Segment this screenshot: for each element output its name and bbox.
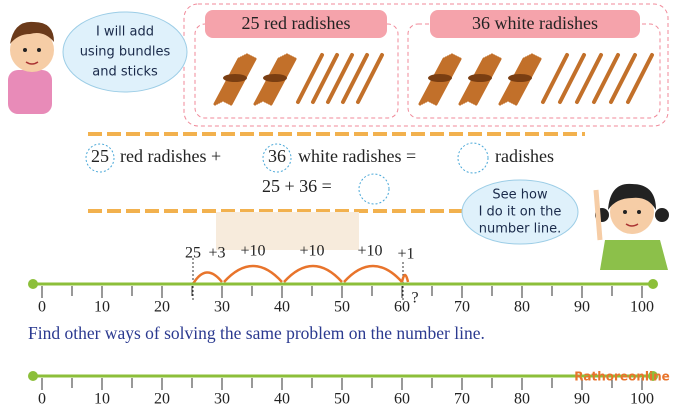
stick bbox=[356, 53, 384, 104]
band bbox=[468, 74, 492, 82]
box-label: 36 white radishes bbox=[472, 13, 598, 33]
stick bbox=[296, 53, 324, 104]
bubble-text: I do it on the bbox=[479, 205, 562, 220]
line-end bbox=[648, 371, 658, 381]
tick-label: 70 bbox=[454, 299, 470, 316]
speech-bubble bbox=[62, 11, 188, 93]
line-end bbox=[648, 279, 658, 289]
tick-label: 20 bbox=[154, 299, 170, 316]
bubble-text: number line. bbox=[479, 222, 561, 237]
bubble-text: and sticks bbox=[92, 65, 158, 80]
tick-label: 0 bbox=[38, 299, 46, 316]
hop-end: ? bbox=[411, 290, 418, 307]
bubble-text: using bundles bbox=[80, 45, 171, 60]
hop-arcs bbox=[191, 264, 410, 285]
stick bbox=[269, 57, 297, 106]
tick-label: 10 bbox=[94, 391, 110, 408]
tick-label: 60 bbox=[394, 299, 410, 316]
stick bbox=[229, 57, 257, 106]
answer-circle[interactable] bbox=[457, 142, 489, 174]
stick bbox=[626, 53, 654, 104]
tick-label: 100 bbox=[630, 299, 654, 316]
hop-label: +3 bbox=[208, 245, 225, 262]
stick bbox=[541, 53, 569, 104]
tick-label: 50 bbox=[334, 299, 350, 316]
equation-text: white radishes = bbox=[298, 146, 416, 166]
hop-label: +10 bbox=[357, 243, 382, 260]
tick-label: 60 bbox=[394, 391, 410, 408]
stick bbox=[311, 53, 339, 104]
hop-label: +1 bbox=[397, 246, 414, 263]
stick bbox=[558, 53, 586, 104]
hop-start: 25 bbox=[185, 245, 201, 262]
tick-label: 0 bbox=[38, 391, 46, 408]
answer-circle[interactable] bbox=[358, 173, 390, 205]
tick-label: 30 bbox=[214, 299, 230, 316]
band bbox=[428, 74, 452, 82]
number: 25 bbox=[91, 146, 109, 166]
band bbox=[263, 74, 287, 82]
bubble-text: See how bbox=[492, 188, 548, 203]
tick-label: 90 bbox=[574, 299, 590, 316]
tick-label: 40 bbox=[274, 391, 290, 408]
stick bbox=[592, 53, 620, 104]
outer-box bbox=[183, 3, 669, 127]
band bbox=[223, 74, 247, 82]
tick-label: 100 bbox=[630, 391, 654, 408]
label-pill bbox=[430, 10, 640, 38]
sticks bbox=[213, 53, 654, 106]
stick bbox=[326, 53, 354, 104]
equation-text: red radishes + bbox=[120, 146, 221, 166]
blank-patch bbox=[216, 212, 359, 250]
red-box bbox=[194, 23, 399, 119]
box-label: 25 red radishes bbox=[242, 13, 351, 33]
hop-label: +10 bbox=[240, 243, 265, 260]
line-end bbox=[28, 371, 38, 381]
sum-text: 25 + 36 = bbox=[262, 176, 332, 196]
speech-bubble bbox=[461, 179, 579, 245]
tick-label: 90 bbox=[574, 391, 590, 408]
band bbox=[508, 74, 532, 82]
tick-label: 70 bbox=[454, 391, 470, 408]
tick-label: 80 bbox=[514, 391, 530, 408]
stick bbox=[434, 57, 462, 106]
answer-circle bbox=[85, 143, 115, 173]
tick-label: 10 bbox=[94, 299, 110, 316]
label-pill bbox=[205, 10, 387, 38]
stick bbox=[514, 57, 542, 106]
boy bbox=[8, 21, 54, 114]
hop-label: +10 bbox=[299, 243, 324, 260]
line-end bbox=[28, 279, 38, 289]
stick bbox=[575, 53, 603, 104]
answer-circle bbox=[262, 143, 292, 173]
tick-label: 30 bbox=[214, 391, 230, 408]
tick-label: 20 bbox=[154, 391, 170, 408]
stick bbox=[341, 53, 369, 104]
stick bbox=[474, 57, 502, 106]
tick-label: 40 bbox=[274, 299, 290, 316]
tick-label: 80 bbox=[514, 299, 530, 316]
girl bbox=[593, 183, 669, 270]
number-lines: 0 10 20 30 40 50 60 70 80 90 100 0 10 20 30 40 50 60 70 80 9… bbox=[28, 279, 658, 408]
watermark: Rathoreonline bbox=[574, 370, 670, 384]
prompt: Find other ways of solving the same prob… bbox=[28, 323, 485, 343]
stick bbox=[609, 53, 637, 104]
equation-text: radishes bbox=[495, 146, 554, 166]
bubble-text: I will add bbox=[96, 25, 154, 40]
number: 36 bbox=[268, 146, 286, 166]
tick-label: 50 bbox=[334, 391, 350, 408]
